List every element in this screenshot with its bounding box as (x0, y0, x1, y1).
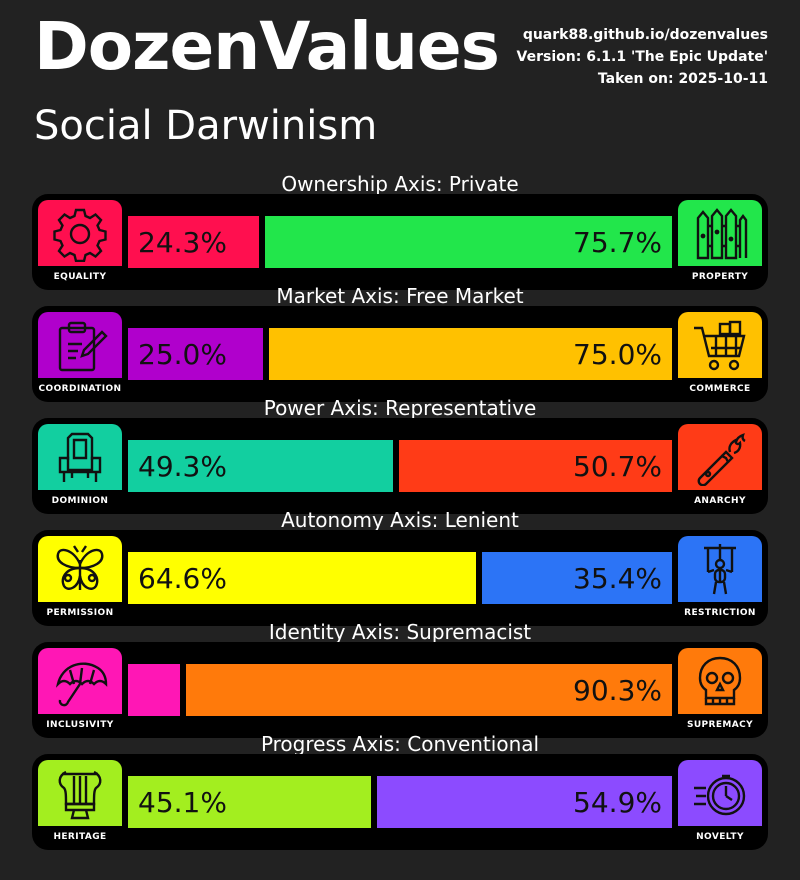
right-percent: 35.4% (573, 562, 662, 595)
molotov-icon (697, 433, 746, 486)
left-percent: 49.3% (138, 450, 227, 483)
page-title: DozenValues (34, 8, 500, 85)
axis-title: Market Axis: Free Market (276, 284, 524, 308)
right-icon-box: RESTRICTION (678, 536, 762, 622)
right-segment: 90.3% (186, 664, 672, 716)
axis-row: INCLUSIVITY 90.3% SUPREMACY (32, 642, 768, 738)
right-percent: 75.0% (573, 338, 662, 371)
axis-bar: 24.3% 75.7% (128, 216, 672, 268)
meta-version: Version: 6.1.1 'The Epic Update' (516, 49, 768, 65)
left-percent: 25.0% (138, 338, 227, 371)
left-icon-label: PERMISSION (38, 602, 122, 622)
shopping-cart-icon (694, 320, 746, 371)
right-segment: 35.4% (482, 552, 672, 604)
stopwatch-icon (694, 774, 746, 816)
meta-info: quark88.github.io/dozenvalues Version: 6… (517, 24, 768, 90)
right-icon-label: COMMERCE (678, 378, 762, 398)
marionette-icon (704, 544, 736, 595)
right-icon-label: NOVELTY (678, 826, 762, 846)
right-icon-label: RESTRICTION (678, 602, 762, 622)
left-segment: 24.3% (128, 216, 259, 268)
umbrella-icon (55, 662, 108, 707)
left-percent: 45.1% (138, 786, 227, 819)
right-percent: 54.9% (573, 786, 662, 819)
axis-title: Progress Axis: Conventional (260, 732, 540, 756)
left-icon-box: COORDINATION (38, 312, 122, 398)
axis-row: PERMISSION 64.6% 35.4% RESTRICTION (32, 530, 768, 626)
butterfly-icon (56, 545, 104, 590)
right-icon-box: NOVELTY (678, 760, 762, 846)
right-segment: 75.7% (265, 216, 672, 268)
left-icon-label: COORDINATION (38, 378, 122, 398)
left-segment: 45.1% (128, 776, 371, 828)
left-percent: 64.6% (138, 562, 227, 595)
left-icon-label: INCLUSIVITY (38, 714, 122, 734)
right-percent: 75.7% (573, 226, 662, 259)
axis-row: COORDINATION 25.0% 75.0% COMMERCE (32, 306, 768, 402)
right-segment: 50.7% (399, 440, 672, 492)
axis-row: HERITAGE 45.1% 54.9% NOVELTY (32, 754, 768, 850)
left-icon-label: DOMINION (38, 490, 122, 510)
left-icon-box: INCLUSIVITY (38, 648, 122, 734)
skull-icon (698, 656, 742, 706)
right-percent: 90.3% (573, 674, 662, 707)
left-segment (128, 664, 180, 716)
right-icon-box: SUPREMACY (678, 648, 762, 734)
right-icon-box: ANARCHY (678, 424, 762, 510)
right-segment: 54.9% (377, 776, 672, 828)
left-icon-box: DOMINION (38, 424, 122, 510)
left-segment: 25.0% (128, 328, 263, 380)
right-icon-box: PROPERTY (678, 200, 762, 286)
gear-icon (53, 208, 107, 262)
left-icon-label: EQUALITY (38, 266, 122, 286)
meta-date: Taken on: 2025-10-11 (597, 71, 768, 87)
lyre-icon (58, 770, 102, 820)
right-icon-box: COMMERCE (678, 312, 762, 398)
axis-bar: 25.0% 75.0% (128, 328, 672, 380)
axis-bar: 64.6% 35.4% (128, 552, 672, 604)
meta-url[interactable]: quark88.github.io/dozenvalues (522, 27, 768, 43)
fence-icon (696, 208, 748, 260)
axis-title: Ownership Axis: Private (281, 172, 519, 196)
clipboard-pencil-icon (58, 321, 108, 372)
axis-bar: 49.3% 50.7% (128, 440, 672, 492)
axis-title: Power Axis: Representative (263, 396, 537, 420)
left-icon-label: HERITAGE (38, 826, 122, 846)
left-segment: 64.6% (128, 552, 476, 604)
left-percent: 24.3% (138, 226, 227, 259)
throne-icon (58, 432, 102, 482)
right-icon-label: PROPERTY (678, 266, 762, 286)
left-icon-box: EQUALITY (38, 200, 122, 286)
axis-row: EQUALITY 24.3% 75.7% PROPERTY (32, 194, 768, 290)
right-icon-label: SUPREMACY (678, 714, 762, 734)
left-segment: 49.3% (128, 440, 393, 492)
axis-row: DOMINION 49.3% 50.7% ANARCHY (32, 418, 768, 514)
axis-title: Identity Axis: Supremacist (268, 620, 532, 644)
axis-bar: 90.3% (128, 664, 672, 716)
result-ideology: Social Darwinism (34, 103, 378, 149)
left-icon-box: PERMISSION (38, 536, 122, 622)
right-icon-label: ANARCHY (678, 490, 762, 510)
axis-title: Autonomy Axis: Lenient (281, 508, 519, 532)
right-percent: 50.7% (573, 450, 662, 483)
axis-bar: 45.1% 54.9% (128, 776, 672, 828)
right-segment: 75.0% (269, 328, 672, 380)
left-icon-box: HERITAGE (38, 760, 122, 846)
